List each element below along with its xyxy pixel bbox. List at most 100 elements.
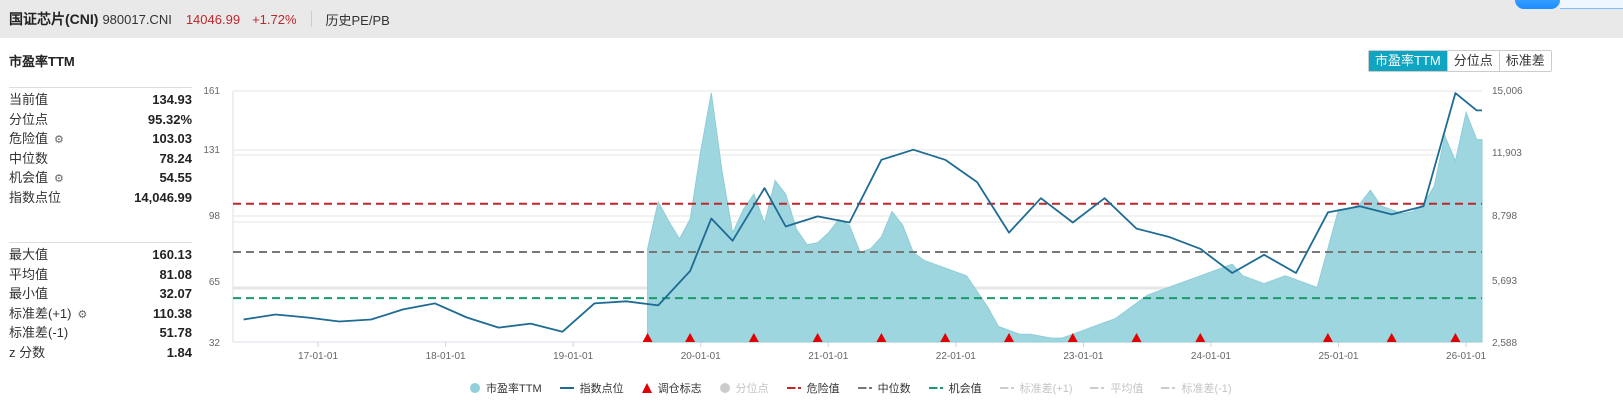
x-tick-label: 23-01-01 (1063, 351, 1103, 362)
stat-value: 81.08 (159, 266, 192, 282)
dash-icon (928, 387, 943, 389)
gear-icon[interactable]: ⚙ (54, 134, 64, 147)
stat-label: 最大值 (9, 247, 49, 262)
section-title: 市盈率TTM (9, 54, 75, 69)
stats-history: 最大值 160.13 平均值 81.08 最小值 32.07 标准差(+1) ⚙ 110.… (9, 242, 192, 363)
rebalance-marker-icon[interactable] (1067, 333, 1078, 342)
stat-row: 中位数 78.24 (9, 149, 192, 169)
x-tick-label: 21-01-01 (808, 351, 848, 362)
stat-value: 14,046.99 (134, 189, 192, 205)
stat-label: 标准差(-1) (9, 325, 69, 341)
stat-row: 最小值 32.07 (9, 284, 192, 304)
chart-legend: 市盈率TTM 指数点位 调仓标志 分位点 危险值 中位数 机会值 标准差(+1) 平均值 标准差(… (470, 380, 1250, 396)
legend-item[interactable]: 中位数 (857, 380, 911, 396)
legend-item[interactable]: 市盈率TTM (470, 380, 542, 396)
stats-current: 当前值 134.93 分位点 95.32% 危险值 ⚙ 103.03 中位数 78.24 … (9, 87, 192, 208)
x-tick-label: 26-01-01 (1446, 351, 1486, 362)
legend-label: 标准差(-1) (1181, 383, 1232, 395)
legend-item[interactable]: 危险值 (786, 380, 840, 396)
y-tick-label: 98 (209, 211, 221, 222)
stat-label: 分位点 (9, 111, 49, 127)
legend-item[interactable]: 指数点位 (559, 380, 624, 396)
stat-label: 指数点位 (9, 189, 62, 205)
y-right-tick-label: 2,588 (1492, 338, 1517, 349)
stat-label: 机会值 (9, 170, 49, 186)
stat-value: 54.55 (159, 170, 192, 186)
x-tick-label: 17-01-01 (298, 351, 338, 362)
stat-row: 指数点位 14,046.99 (9, 188, 192, 208)
rebalance-marker-icon[interactable] (748, 333, 759, 342)
legend-label: 机会值 (948, 383, 982, 395)
stat-label: 平均值 (9, 266, 49, 282)
toggle-knob[interactable] (1515, 0, 1560, 9)
legend-label: 平均值 (1110, 383, 1144, 395)
rebalance-marker-icon[interactable] (876, 333, 887, 342)
line-icon (559, 387, 574, 389)
legend-label: 指数点位 (579, 383, 624, 395)
legend-item[interactable]: 平均值 (1090, 380, 1143, 396)
tab-percentile[interactable]: 分位点 (1446, 51, 1499, 71)
divider (310, 11, 312, 27)
rebalance-marker-icon[interactable] (940, 333, 951, 342)
y-right-tick-label: 15,006 (1492, 86, 1523, 97)
header-bar: 国证芯片(CNI) 980017.CNI 14046.99 +1.72% 历史P… (0, 0, 1623, 38)
stat-label: 当前值 (9, 92, 49, 107)
legend-label: 调仓标志 (657, 383, 702, 395)
dash-icon (1161, 387, 1176, 389)
stat-value: 32.07 (159, 286, 192, 302)
stat-value: 78.24 (159, 150, 192, 166)
tab-pe-ttm[interactable]: 市盈率TTM (1369, 51, 1447, 71)
stat-label: 中位数 (9, 150, 49, 166)
stat-label: 最小值 (9, 286, 49, 302)
y-right-tick-label: 8,798 (1492, 211, 1517, 222)
gear-icon[interactable]: ⚙ (54, 173, 64, 186)
legend-item[interactable]: 调仓标志 (641, 380, 702, 396)
x-tick-label: 20-01-01 (681, 351, 721, 362)
rebalance-marker-icon[interactable] (1131, 333, 1142, 342)
stat-row: 最大值 160.13 (9, 245, 192, 265)
rebalance-marker-icon[interactable] (642, 333, 653, 342)
toggle-track[interactable] (1560, 0, 1623, 9)
index-change: +1.72% (252, 11, 297, 27)
legend-item[interactable]: 标准差(-1) (1161, 380, 1232, 396)
right-axis-labels: 15,006 11,903 8,798 5,693 2,588 (1492, 86, 1523, 349)
stat-row: z 分数 1.84 (9, 343, 192, 363)
x-axis-labels: 17-01-01 18-01-01 19-01-01 20-01-01 21-01-01… (298, 342, 1487, 362)
legend-label: 分位点 (735, 383, 769, 395)
history-pe-pb-link[interactable]: 历史PE/PB (325, 12, 390, 28)
stat-row: 标准差(-1) 51.78 (9, 323, 192, 343)
stat-row: 分位点 95.32% (9, 110, 192, 130)
index-code: 980017.CNI (102, 11, 172, 27)
dash-icon (786, 387, 801, 389)
x-tick-label: 25-01-01 (1318, 351, 1358, 362)
tab-std-dev[interactable]: 标准差 (1498, 51, 1551, 71)
legend-item[interactable]: 机会值 (928, 380, 982, 396)
y-tick-label: 65 (209, 277, 221, 288)
gear-icon[interactable]: ⚙ (77, 308, 88, 321)
legend-item[interactable]: 标准差(+1) (999, 380, 1072, 396)
index-price: 14046.99 (185, 11, 241, 27)
x-tick-label: 24-01-01 (1191, 351, 1231, 362)
circle-icon (470, 383, 480, 393)
legend-item[interactable]: 分位点 (719, 380, 769, 396)
stat-label: 标准差(+1) (9, 305, 72, 321)
rebalance-marker-icon[interactable] (1386, 333, 1397, 342)
index-line (243, 92, 1482, 333)
x-tick-label: 22-01-01 (936, 351, 976, 362)
legend-label: 危险值 (806, 383, 840, 395)
stat-row: 机会值 ⚙ 54.55 (9, 168, 192, 188)
rebalance-marker-icon[interactable] (1003, 333, 1014, 342)
stat-value: 95.32% (147, 111, 192, 127)
legend-label: 市盈率TTM (486, 383, 542, 395)
y-right-tick-label: 5,693 (1492, 276, 1517, 287)
rebalance-marker-icon[interactable] (685, 333, 696, 342)
rebalance-markers (642, 333, 1461, 342)
stat-value: 51.78 (159, 325, 192, 341)
y-right-tick-label: 11,903 (1492, 148, 1522, 159)
rebalance-marker-icon[interactable] (812, 333, 823, 342)
rebalance-marker-icon[interactable] (1195, 333, 1206, 342)
legend-label: 中位数 (877, 383, 911, 395)
rebalance-marker-icon[interactable] (1322, 333, 1333, 342)
rebalance-marker-icon[interactable] (1450, 333, 1461, 342)
